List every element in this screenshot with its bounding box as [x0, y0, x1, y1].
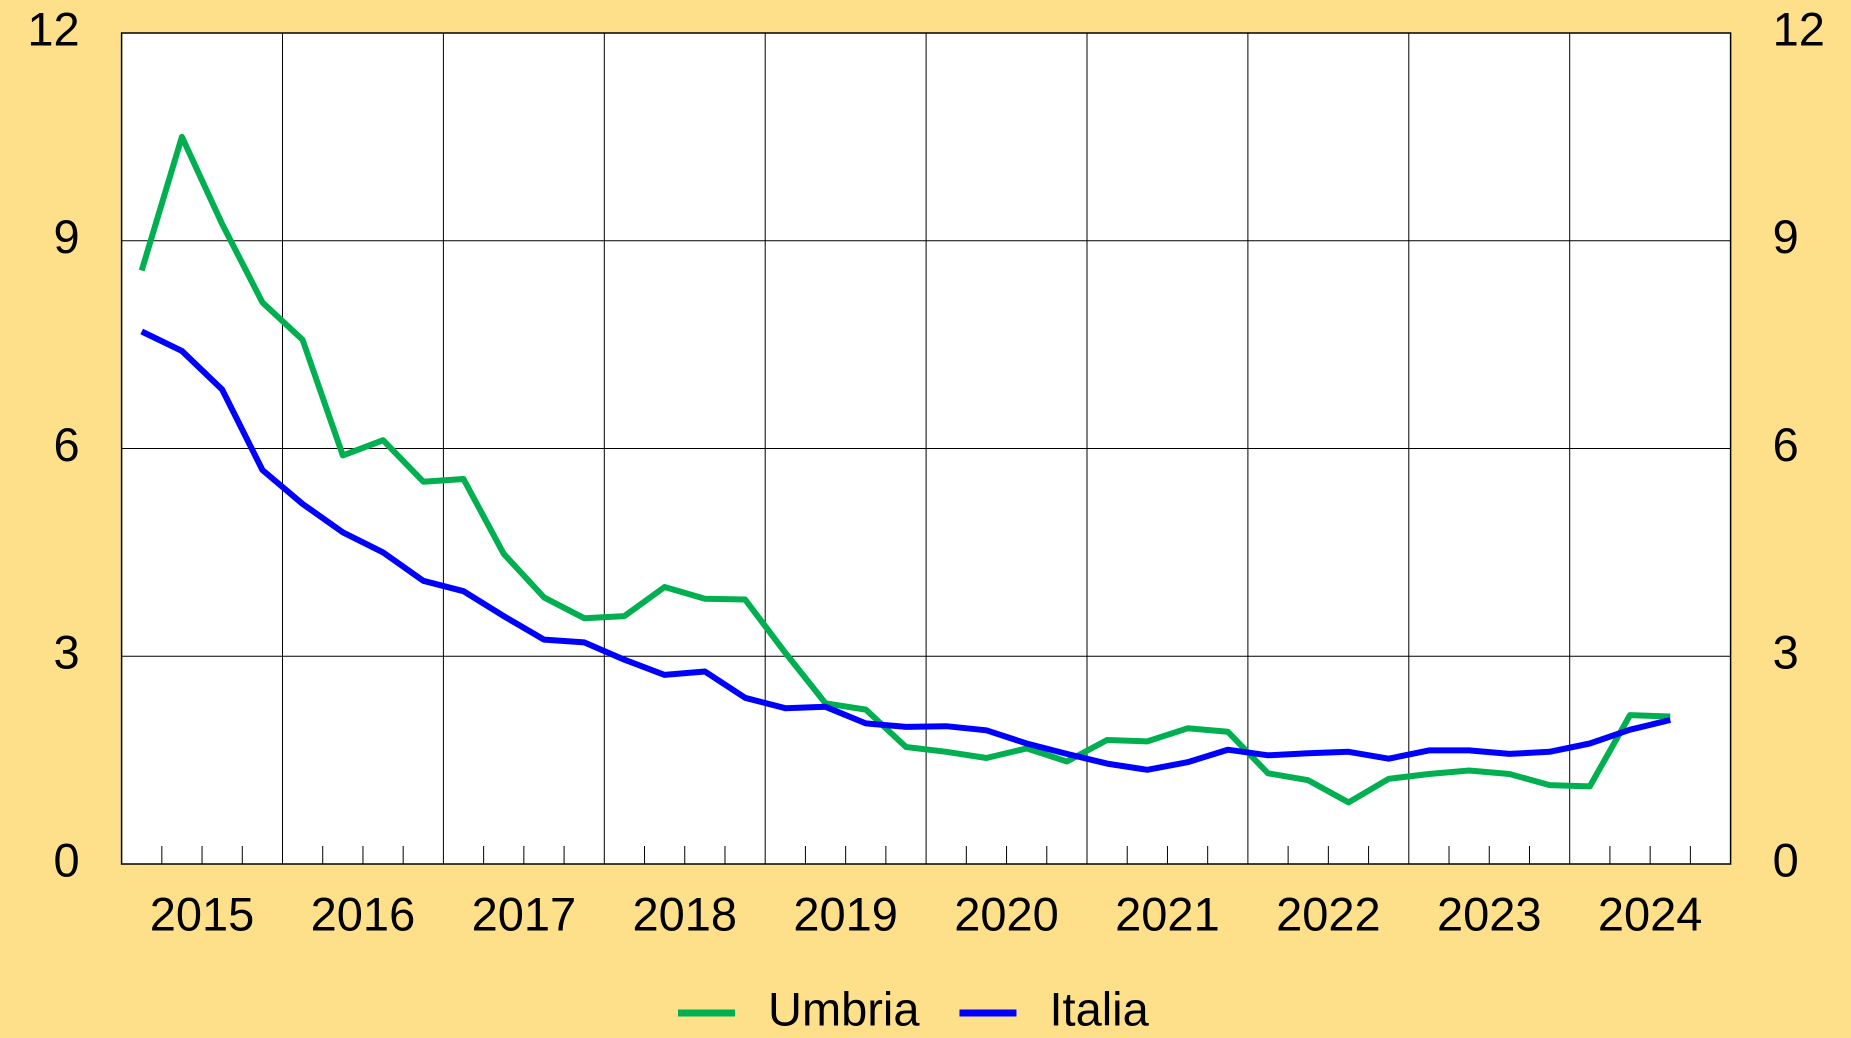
x-tick-label: 2020 — [954, 887, 1059, 940]
y2-tick-label: 9 — [1773, 210, 1799, 263]
series-line — [140, 328, 1672, 773]
legend-label: Umbria — [768, 982, 920, 1035]
legend-label: Italia — [1049, 982, 1149, 1035]
x-tick-label: 2022 — [1276, 887, 1381, 940]
x-tick-label: 2016 — [311, 887, 416, 940]
x-tick-label: 2017 — [472, 887, 577, 940]
x-tick-label: 2015 — [150, 887, 255, 940]
y-tick-label: 9 — [53, 210, 79, 263]
y-tick-label: 12 — [27, 2, 79, 55]
x-tick-label: 2023 — [1437, 887, 1542, 940]
y-tick-label: 0 — [53, 833, 79, 886]
y2-tick-label: 6 — [1773, 418, 1799, 471]
y2-tick-label: 0 — [1773, 833, 1799, 886]
x-tick-label: 2021 — [1115, 887, 1220, 940]
x-tick-label: 2018 — [632, 887, 737, 940]
y-tick-label: 6 — [53, 418, 79, 471]
y-tick-label: 3 — [53, 626, 79, 679]
x-tick-label: 2019 — [793, 887, 898, 940]
y2-tick-label: 3 — [1773, 626, 1799, 679]
series-line — [138, 133, 1671, 806]
y2-tick-label: 12 — [1773, 2, 1825, 55]
x-tick-label: 2024 — [1598, 887, 1703, 940]
